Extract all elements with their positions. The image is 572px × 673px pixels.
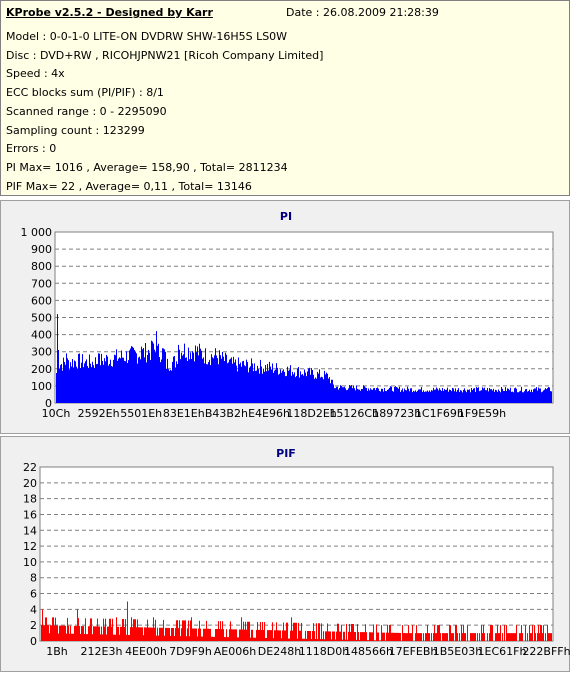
- bar-series: [56, 314, 552, 403]
- x-tick-label: 1EC61Fh: [478, 645, 527, 658]
- scan-date: Date : 26.08.2009 21:28:39: [286, 6, 439, 19]
- x-tick-label: 2592Eh: [78, 407, 120, 420]
- x-tick-label: DE248h: [258, 645, 301, 658]
- x-tick-label: 1B5E03h: [433, 645, 482, 658]
- chart-title: PIF: [276, 447, 296, 460]
- y-tick-label: 800: [31, 260, 52, 273]
- x-tick-label: 118D2Eh: [286, 407, 336, 420]
- x-tick-label: 5501Eh: [120, 407, 162, 420]
- pi-chart: PI 0 100 200 300 400 500 600 700 800 900 1 000 10Ch 2…: [21, 210, 554, 420]
- y-tick-label: 10: [23, 556, 37, 569]
- x-tick-label: B43B2h: [205, 407, 248, 420]
- x-tick-label: 189723h: [372, 407, 421, 420]
- y-tick-label: 200: [31, 363, 52, 376]
- info-speed: Speed : 4x: [6, 67, 65, 81]
- x-tick-label: 1F9E59h: [458, 407, 506, 420]
- info-ecc: ECC blocks sum (PI/PIF) : 8/1: [6, 86, 164, 100]
- x-tick-label: 83E1Eh: [163, 407, 205, 420]
- y-tick-label: 300: [31, 346, 52, 359]
- y-tick-label: 4: [30, 603, 37, 616]
- y-tick-label: 100: [31, 380, 52, 393]
- x-tick-label: 7D9F9h: [169, 645, 212, 658]
- x-tick-label: 10Ch: [42, 407, 71, 420]
- y-tick-label: 1 000: [21, 226, 53, 239]
- chart-title: PI: [280, 210, 292, 223]
- x-tick-label: 148566h: [344, 645, 393, 658]
- bar-series: [41, 601, 552, 641]
- y-tick-label: 700: [31, 277, 52, 290]
- y-tick-label: 400: [31, 329, 52, 342]
- y-tick-label: 20: [23, 477, 37, 490]
- x-tick-label: AE006h: [214, 645, 256, 658]
- info-range: Scanned range : 0 - 2295090: [6, 104, 167, 118]
- y-tick-label: 18: [23, 493, 37, 506]
- x-tick-label: 212E3h: [81, 645, 123, 658]
- x-tick-label: 1C1F69h: [415, 407, 464, 420]
- y-tick-label: 0: [30, 635, 37, 648]
- info-disc: Disc : DVD+RW , RICOHJPNW21 [Ricoh Compa…: [6, 48, 324, 62]
- y-tick-label: 0: [45, 397, 52, 410]
- info-panel: KProbe v2.5.2 - Designed by Karr Date : …: [0, 0, 570, 196]
- info-sampling: Sampling count : 123299: [6, 123, 145, 137]
- info-errors: Errors : 0: [6, 142, 57, 156]
- y-tick-label: 22: [23, 461, 37, 474]
- pi-chart-panel: PI 0 100 200 300 400 500 600 700 800 900 1 000 10Ch 2…: [0, 200, 570, 434]
- x-tick-label: 4EE00h: [125, 645, 167, 658]
- y-tick-label: 8: [30, 572, 37, 585]
- plot-area: [39, 466, 554, 642]
- y-tick-label: 6: [30, 588, 37, 601]
- info-pi-stats: PI Max= 1016 , Average= 158,90 , Total= …: [6, 160, 288, 174]
- x-tick-label: 1Bh: [46, 645, 68, 658]
- info-model: Model : 0-0-1-0 LITE-ON DVDRW SHW-16H5S …: [6, 30, 288, 43]
- x-tick-label: 15126Ch: [329, 407, 379, 420]
- y-tick-label: 12: [23, 540, 37, 553]
- y-tick-label: 600: [31, 294, 52, 307]
- y-tick-label: 16: [23, 508, 37, 521]
- info-pif-stats: PIF Max= 22 , Average= 0,11 , Total= 131…: [6, 179, 252, 193]
- x-tick-label: 17EFEBh: [389, 645, 438, 658]
- x-tick-label: E4E96h: [248, 407, 290, 420]
- y-tick-label: 14: [23, 524, 37, 537]
- x-tick-label: 1118D0h: [299, 645, 349, 658]
- y-tick-label: 2: [30, 619, 37, 632]
- pif-chart: PIF 0 2 4 6 8 10 12 14 16 18 20 22 1Bh 212E3h 4EE00h 7D9…: [23, 447, 571, 658]
- y-tick-label: 500: [31, 312, 52, 325]
- app-title: KProbe v2.5.2 - Designed by Karr: [6, 6, 213, 19]
- x-tick-label: 222BFFh: [522, 645, 570, 658]
- y-tick-label: 900: [31, 243, 52, 256]
- pif-chart-panel: PIF 0 2 4 6 8 10 12 14 16 18 20 22 1Bh 212E3h 4EE00h 7D9…: [0, 436, 571, 672]
